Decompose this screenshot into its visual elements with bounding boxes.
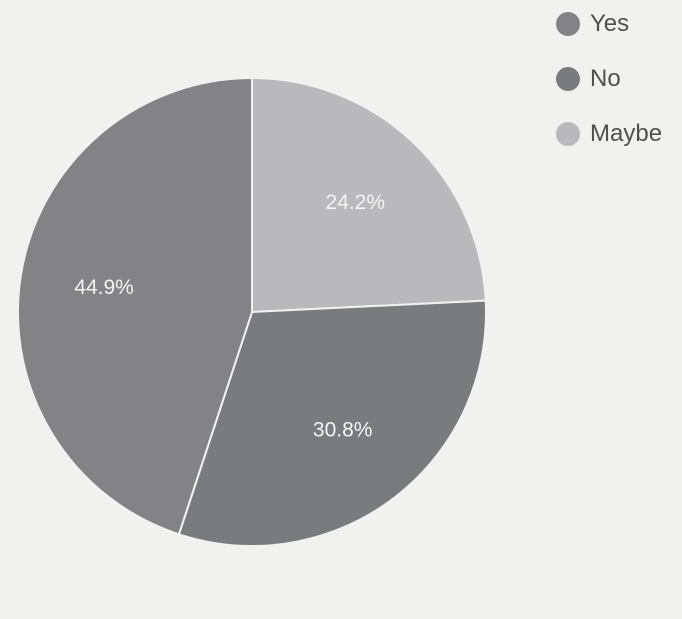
pie-slice-yes	[16, 76, 253, 536]
legend-item-maybe: Maybe	[556, 120, 662, 148]
legend-label-yes: Yes	[590, 10, 630, 37]
pie-slice-no	[177, 299, 487, 548]
legend-swatch-yes	[556, 12, 580, 36]
data-label-maybe: 24.2%	[326, 191, 386, 214]
data-label-no: 30.8%	[313, 419, 373, 442]
legend: Yes No Maybe	[556, 10, 662, 175]
legend-swatch-maybe	[556, 122, 580, 146]
legend-label-no: No	[590, 65, 621, 92]
legend-swatch-no	[556, 67, 580, 91]
legend-item-yes: Yes	[556, 10, 662, 38]
pie-slice-maybe	[251, 76, 487, 314]
legend-label-maybe: Maybe	[590, 120, 663, 147]
data-label-yes: 44.9%	[74, 276, 134, 299]
legend-item-no: No	[556, 65, 662, 93]
